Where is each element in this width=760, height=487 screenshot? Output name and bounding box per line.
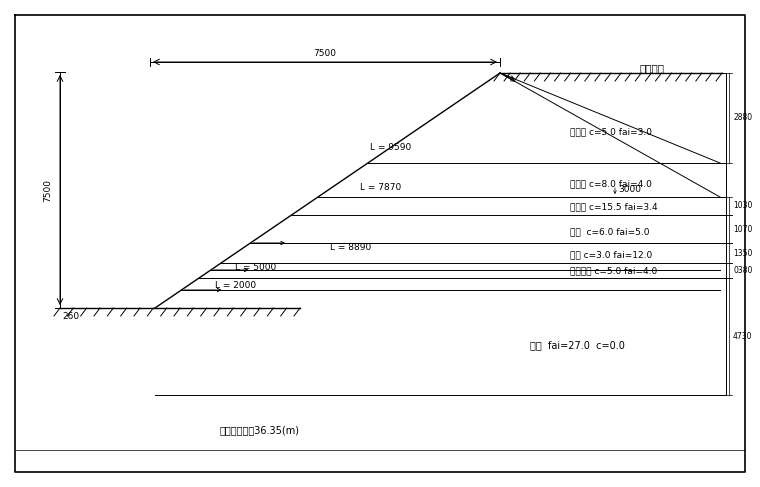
Text: L = 9590: L = 9590: [370, 143, 411, 151]
Text: 土钉总长度为36.35(m): 土钉总长度为36.35(m): [220, 425, 300, 435]
Text: 粉土  c=6.0 fai=5.0: 粉土 c=6.0 fai=5.0: [570, 227, 650, 237]
Text: 7500: 7500: [313, 49, 337, 58]
Text: 土层参数: 土层参数: [640, 63, 665, 73]
Text: 4730: 4730: [733, 332, 752, 341]
Text: 7500: 7500: [43, 179, 52, 202]
Text: 卵石  fai=27.0  c=0.0: 卵石 fai=27.0 c=0.0: [530, 340, 625, 350]
Text: 素填土 c=5.0 fai=3.0: 素填土 c=5.0 fai=3.0: [570, 128, 652, 136]
Text: 2880: 2880: [733, 113, 752, 123]
Text: L = 7870: L = 7870: [360, 184, 401, 192]
Text: 粉质粘土 c=5.0 fai=4.0: 粉质粘土 c=5.0 fai=4.0: [570, 266, 657, 276]
Text: 粘性土 c=15.5 fai=3.4: 粘性土 c=15.5 fai=3.4: [570, 203, 657, 211]
Text: L = 5000: L = 5000: [235, 263, 276, 273]
Text: L = 8890: L = 8890: [330, 244, 371, 252]
Text: 260: 260: [62, 312, 79, 321]
Text: L = 2000: L = 2000: [215, 281, 256, 289]
Text: 1350: 1350: [733, 248, 752, 258]
Text: 0380: 0380: [733, 266, 752, 275]
Text: 粘性土 c=8.0 fai=4.0: 粘性土 c=8.0 fai=4.0: [570, 180, 652, 188]
Text: 1030: 1030: [733, 202, 752, 210]
Text: 3000: 3000: [619, 186, 641, 194]
Text: 1070: 1070: [733, 225, 752, 233]
Text: 粉砂 c=3.0 fai=12.0: 粉砂 c=3.0 fai=12.0: [570, 250, 652, 260]
